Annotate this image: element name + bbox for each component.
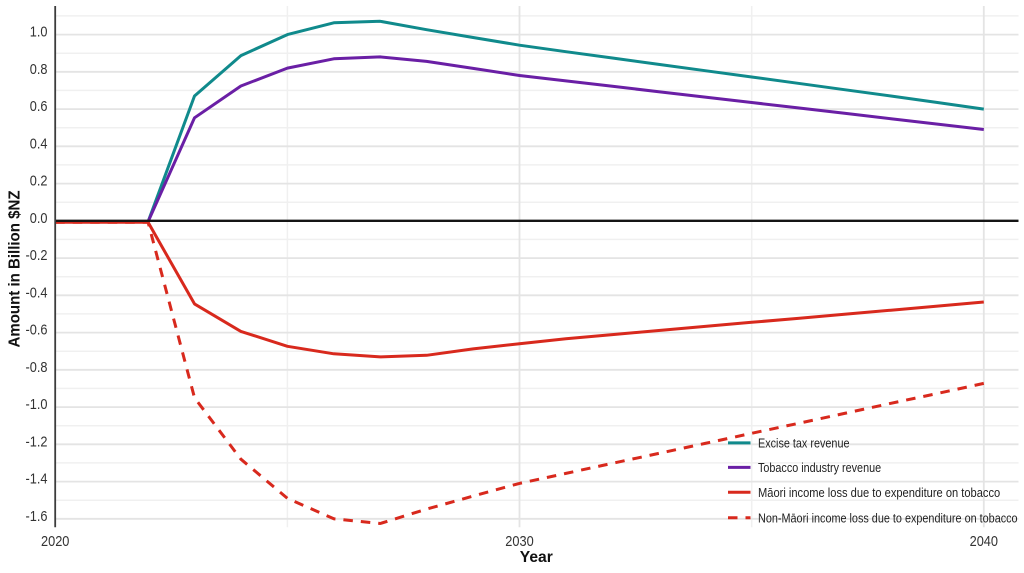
- svg-text:Excise tax revenue: Excise tax revenue: [758, 436, 850, 451]
- svg-text:0.6: 0.6: [30, 98, 48, 115]
- svg-text:2020: 2020: [41, 533, 69, 550]
- svg-text:2030: 2030: [505, 533, 533, 550]
- svg-text:-0.2: -0.2: [26, 247, 48, 264]
- svg-text:-1.4: -1.4: [26, 471, 48, 488]
- svg-text:-1.0: -1.0: [26, 396, 48, 413]
- svg-text:0.8: 0.8: [30, 61, 48, 78]
- svg-text:-1.2: -1.2: [26, 433, 48, 450]
- svg-text:1.0: 1.0: [30, 24, 48, 41]
- svg-text:0.4: 0.4: [30, 135, 48, 152]
- svg-text:-0.4: -0.4: [26, 284, 48, 301]
- svg-text:0.2: 0.2: [30, 173, 48, 190]
- svg-text:Māori income loss due to expen: Māori income loss due to expenditure on …: [758, 485, 1000, 500]
- svg-text:Year: Year: [520, 549, 553, 566]
- svg-text:-0.6: -0.6: [26, 322, 48, 339]
- svg-text:0.0: 0.0: [30, 210, 48, 227]
- svg-text:Amount in Billion $NZ: Amount in Billion $NZ: [6, 190, 23, 347]
- svg-text:-0.8: -0.8: [26, 359, 48, 376]
- svg-text:-1.6: -1.6: [26, 508, 48, 525]
- svg-text:Non-Māori income loss due to e: Non-Māori income loss due to expenditure…: [758, 510, 1018, 525]
- svg-text:Tobacco industry revenue: Tobacco industry revenue: [758, 460, 881, 475]
- svg-text:2040: 2040: [970, 533, 998, 550]
